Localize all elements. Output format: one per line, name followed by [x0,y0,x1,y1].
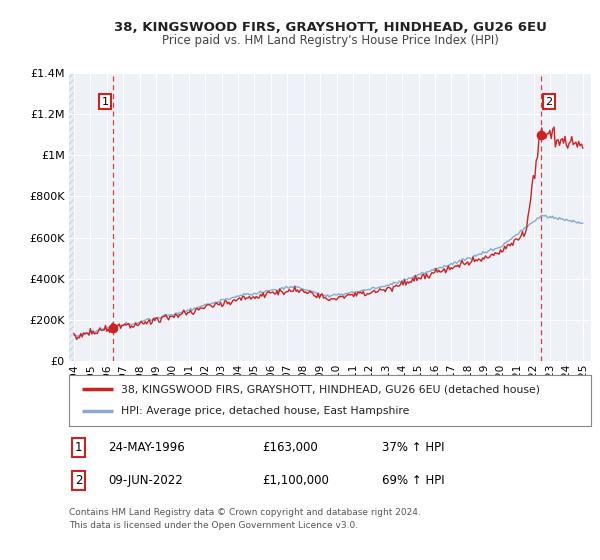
Text: Price paid vs. HM Land Registry's House Price Index (HPI): Price paid vs. HM Land Registry's House … [161,34,499,46]
Text: 2: 2 [545,97,553,106]
Text: 37% ↑ HPI: 37% ↑ HPI [382,441,445,454]
Text: 2: 2 [74,474,82,487]
Text: HPI: Average price, detached house, East Hampshire: HPI: Average price, detached house, East… [121,407,410,417]
Text: 1: 1 [74,441,82,454]
Text: 38, KINGSWOOD FIRS, GRAYSHOTT, HINDHEAD, GU26 6EU (detached house): 38, KINGSWOOD FIRS, GRAYSHOTT, HINDHEAD,… [121,384,540,394]
Text: £1,100,000: £1,100,000 [262,474,329,487]
Text: 38, KINGSWOOD FIRS, GRAYSHOTT, HINDHEAD, GU26 6EU: 38, KINGSWOOD FIRS, GRAYSHOTT, HINDHEAD,… [113,21,547,34]
Text: £163,000: £163,000 [262,441,318,454]
Bar [69,73,74,361]
Text: 09-JUN-2022: 09-JUN-2022 [108,474,183,487]
Text: Contains HM Land Registry data © Crown copyright and database right 2024.
This d: Contains HM Land Registry data © Crown c… [69,508,421,530]
Text: 1: 1 [101,97,109,106]
Text: 24-MAY-1996: 24-MAY-1996 [108,441,185,454]
Text: 69% ↑ HPI: 69% ↑ HPI [382,474,445,487]
